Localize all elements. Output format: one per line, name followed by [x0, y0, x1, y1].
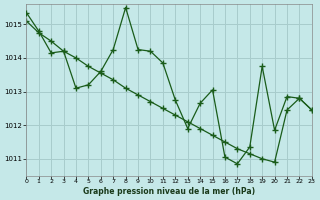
X-axis label: Graphe pression niveau de la mer (hPa): Graphe pression niveau de la mer (hPa) [83, 187, 255, 196]
